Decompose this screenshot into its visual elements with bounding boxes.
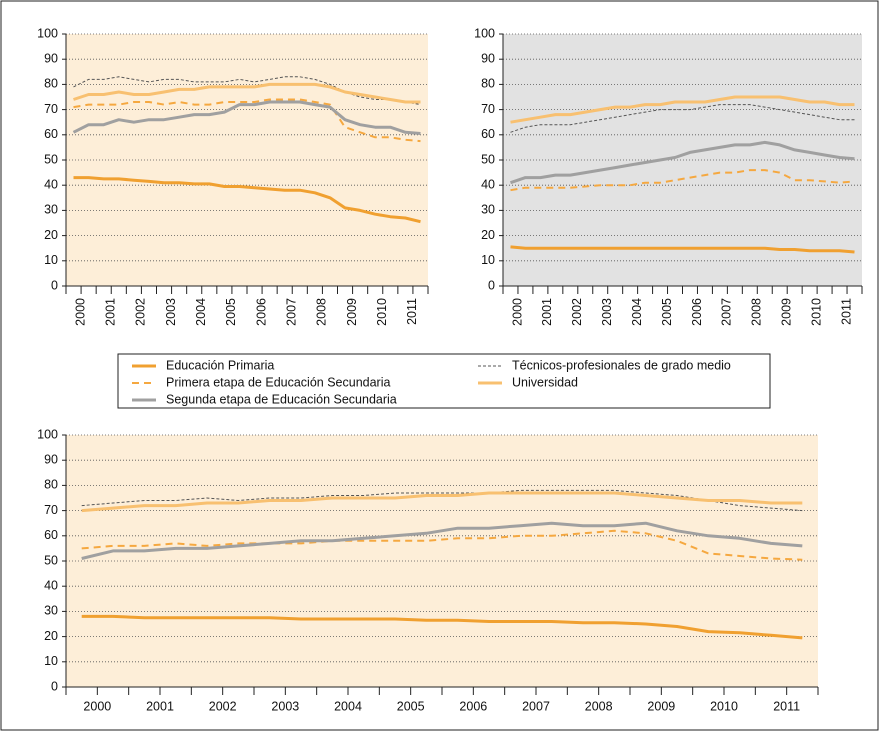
x-tick-label: 2004 xyxy=(630,298,644,326)
x-tick-label: 2005 xyxy=(397,699,425,713)
series-line: Técnicos-profesionales de grado medio xyxy=(81,489,803,512)
legend-label: Técnicos-profesionales de grado medio xyxy=(512,358,731,372)
y-tick-label: 20 xyxy=(44,228,58,242)
y-tick-label: 20 xyxy=(44,629,58,643)
y-tick-label: 10 xyxy=(481,253,495,267)
x-tick-label: 2004 xyxy=(334,699,362,713)
series-line: Primera etapa de Educación Secundaria xyxy=(81,529,803,561)
y-tick-label: 50 xyxy=(44,152,58,166)
x-tick-label: 2011 xyxy=(773,699,800,713)
x-tick-label: 2009 xyxy=(345,298,359,326)
series-line: Primera etapa de Educación Secundaria xyxy=(510,169,855,192)
y-tick-label: 100 xyxy=(37,427,58,441)
x-tick-label: 2010 xyxy=(710,699,738,713)
series-line: Universidad xyxy=(510,95,855,124)
x-tick-label: 2000 xyxy=(73,298,87,326)
x-tick-label: 2004 xyxy=(194,298,208,326)
y-tick-label: 70 xyxy=(44,503,58,517)
series-line xyxy=(73,76,421,106)
x-tick-label: 2010 xyxy=(809,298,823,326)
x-tick-label: 2000 xyxy=(510,298,524,326)
series-line: Educación Primaria xyxy=(510,245,855,254)
x-tick-label: 2006 xyxy=(459,699,487,713)
y-tick-label: 80 xyxy=(44,478,58,492)
x-tick-label: 2007 xyxy=(720,298,734,326)
x-tick-label: 2003 xyxy=(271,699,299,713)
y-tick-label: 40 xyxy=(44,578,58,592)
x-tick-label: 2007 xyxy=(285,298,299,326)
x-tick-label: 2011 xyxy=(405,298,419,325)
x-tick-label: 2001 xyxy=(146,699,174,713)
y-tick-label: 10 xyxy=(44,654,58,668)
series-line xyxy=(73,176,421,224)
x-tick-label: 2001 xyxy=(104,298,118,326)
x-tick-label: 2006 xyxy=(690,298,704,326)
x-tick-label: 2010 xyxy=(375,298,389,326)
series-line: Educación Primaria xyxy=(81,614,803,640)
x-tick-label: 2003 xyxy=(164,298,178,326)
x-tick-label: 2006 xyxy=(254,298,268,326)
legend-label: Segunda etapa de Educación Secundaria xyxy=(166,392,397,406)
y-tick-label: 30 xyxy=(481,203,495,217)
y-tick-label: 60 xyxy=(481,127,495,141)
x-tick-label: 2005 xyxy=(224,298,238,326)
x-tick-label: 2011 xyxy=(839,298,853,325)
x-tick-label: 2002 xyxy=(134,298,148,326)
y-tick-label: 60 xyxy=(44,528,58,542)
y-tick-label: 70 xyxy=(481,102,495,116)
series-line xyxy=(73,82,421,104)
y-tick-label: 100 xyxy=(474,26,495,40)
y-tick-label: 90 xyxy=(44,51,58,65)
x-tick-label: 2008 xyxy=(315,298,329,326)
x-tick-label: 2002 xyxy=(570,298,584,326)
x-tick-label: 2007 xyxy=(522,699,550,713)
x-tick-label: 2002 xyxy=(209,699,237,713)
y-tick-label: 30 xyxy=(44,203,58,217)
y-tick-label: 80 xyxy=(481,77,495,91)
y-tick-label: 50 xyxy=(44,553,58,567)
series-line: Técnicos-profesionales de grado medio xyxy=(510,104,855,133)
y-tick-label: 20 xyxy=(481,228,495,242)
legend-box xyxy=(117,353,771,409)
series-line xyxy=(72,100,421,135)
x-tick-label: 2000 xyxy=(83,699,111,713)
series-line: Segunda etapa de Educación Secundaria xyxy=(81,521,803,560)
x-tick-label: 2005 xyxy=(660,298,674,326)
y-tick-label: 50 xyxy=(481,152,495,166)
plot-background xyxy=(66,435,818,687)
y-tick-label: 0 xyxy=(51,278,58,292)
y-tick-label: 0 xyxy=(488,278,495,292)
legend-label: Universidad xyxy=(512,375,578,389)
series-line: Universidad xyxy=(81,491,803,513)
y-tick-label: 60 xyxy=(44,127,58,141)
plot-background xyxy=(503,34,862,286)
y-tick-label: 100 xyxy=(37,26,58,40)
x-tick-label: 2009 xyxy=(780,298,794,326)
x-tick-label: 2001 xyxy=(540,298,554,326)
y-tick-label: 40 xyxy=(481,177,495,191)
legend-label: Primera etapa de Educación Secundaria xyxy=(166,375,390,389)
y-tick-label: 80 xyxy=(44,77,58,91)
y-tick-label: 0 xyxy=(51,679,58,693)
x-tick-label: 2008 xyxy=(585,699,613,713)
y-tick-label: 10 xyxy=(44,253,58,267)
y-tick-label: 30 xyxy=(44,604,58,618)
y-tick-label: 70 xyxy=(44,102,58,116)
legend-label: Educación Primaria xyxy=(166,358,274,372)
series-line xyxy=(73,98,421,143)
x-tick-label: 2008 xyxy=(750,298,764,326)
x-tick-label: 2009 xyxy=(647,699,675,713)
y-tick-label: 90 xyxy=(44,452,58,466)
y-tick-label: 40 xyxy=(44,177,58,191)
x-tick-label: 2003 xyxy=(600,298,614,326)
series-line: Segunda etapa de Educación Secundaria xyxy=(510,140,855,185)
y-tick-label: 90 xyxy=(481,51,495,65)
